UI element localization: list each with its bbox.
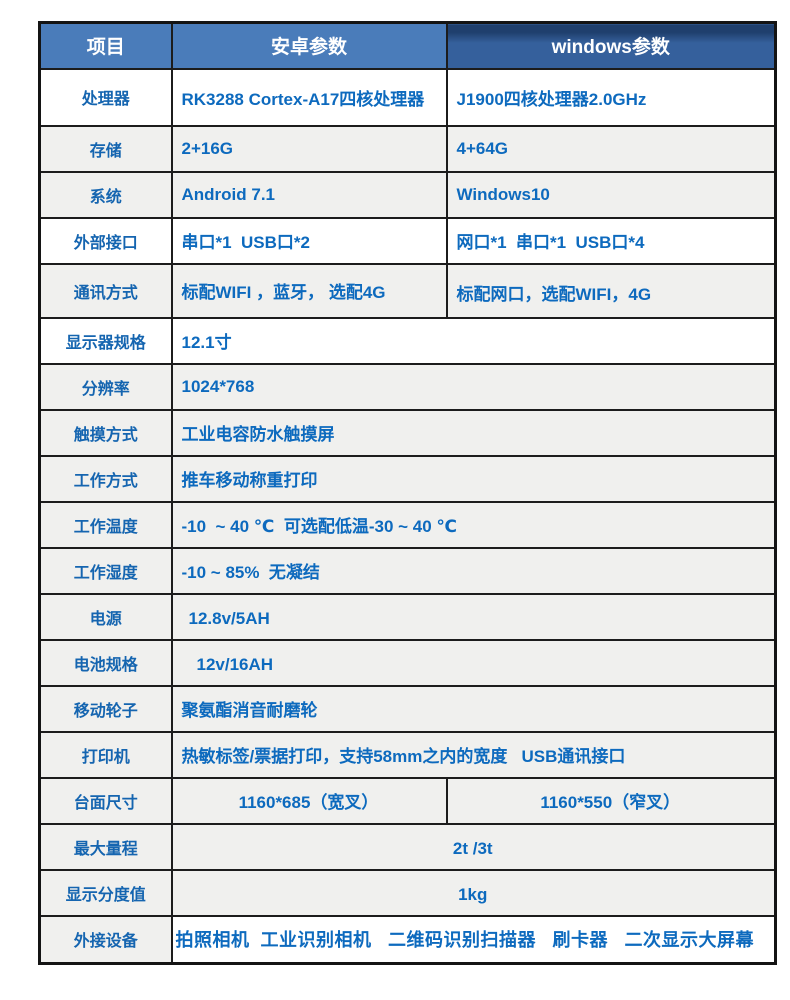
row-label: 触摸方式 [38, 408, 173, 457]
row-label: 工作温度 [38, 500, 173, 549]
row-label: 显示分度值 [38, 868, 173, 917]
header-cell-android: 安卓参数 [170, 21, 448, 70]
row-max-capacity: 最大量程 2t /3t [38, 822, 777, 871]
row-os: 系统 Android 7.1 Windows10 [38, 170, 777, 219]
windows-value: 1160*550（窄叉） [445, 776, 777, 825]
windows-value: J1900四核处理器2.0GHz [445, 67, 777, 127]
row-storage: 存储 2+16G 4+64G [38, 124, 777, 173]
row-wheels: 移动轮子 聚氨酯消音耐磨轮 [38, 684, 777, 733]
row-communication: 通讯方式 标配WIFI ，蓝牙， 选配4G 标配网口，选配WIFI，4G [38, 262, 777, 319]
merged-value: -10 ~ 40 ℃ 可选配低温-30 ~ 40 ℃ [170, 500, 777, 549]
row-label: 系统 [38, 170, 173, 219]
row-label: 打印机 [38, 730, 173, 779]
android-value: RK3288 Cortex-A17四核处理器 [170, 67, 448, 127]
merged-value: 推车移动称重打印 [170, 454, 777, 503]
row-working-humidity: 工作湿度 -10 ~ 85% 无凝结 [38, 546, 777, 595]
row-display-division: 显示分度值 1kg [38, 868, 777, 917]
merged-value: 12.1寸 [170, 316, 777, 365]
merged-value: 12.8v/5AH [170, 592, 777, 641]
merged-value: 1kg [170, 868, 777, 917]
windows-value: 标配网口，选配WIFI，4G [445, 262, 777, 319]
spec-table: 项目 安卓参数 windows参数 处理器 RK3288 Cortex-A17四… [38, 21, 777, 965]
row-working-temperature: 工作温度 -10 ~ 40 ℃ 可选配低温-30 ~ 40 ℃ [38, 500, 777, 549]
row-display-size: 显示器规格 12.1寸 [38, 316, 777, 365]
android-value: 标配WIFI ，蓝牙， 选配4G [170, 262, 448, 319]
android-value: 2+16G [170, 124, 448, 173]
windows-value: 4+64G [445, 124, 777, 173]
row-label: 电池规格 [38, 638, 173, 687]
row-label: 分辨率 [38, 362, 173, 411]
row-peripherals: 外接设备 拍照相机 工业识别相机 二维码识别扫描器 刷卡器 二次显示大屏幕 [38, 914, 777, 965]
windows-value: Windows10 [445, 170, 777, 219]
header-cell-item: 项目 [38, 21, 173, 70]
row-label: 显示器规格 [38, 316, 173, 365]
row-label: 外接设备 [38, 914, 173, 965]
android-value: Android 7.1 [170, 170, 448, 219]
row-working-mode: 工作方式 推车移动称重打印 [38, 454, 777, 503]
merged-value: 12v/16AH [170, 638, 777, 687]
row-label: 移动轮子 [38, 684, 173, 733]
row-label: 台面尺寸 [38, 776, 173, 825]
row-touch-type: 触摸方式 工业电容防水触摸屏 [38, 408, 777, 457]
windows-value: 网口*1 串口*1 USB口*4 [445, 216, 777, 265]
row-label: 外部接口 [38, 216, 173, 265]
row-label: 工作方式 [38, 454, 173, 503]
row-label: 电源 [38, 592, 173, 641]
row-platform-size: 台面尺寸 1160*685（宽叉） 1160*550（窄叉） [38, 776, 777, 825]
merged-value: 1024*768 [170, 362, 777, 411]
merged-value: 热敏标签/票据打印，支持58mm之内的宽度 USB通讯接口 [170, 730, 777, 779]
row-external-ports: 外部接口 串口*1 USB口*2 网口*1 串口*1 USB口*4 [38, 216, 777, 265]
merged-value: 聚氨酯消音耐磨轮 [170, 684, 777, 733]
android-value: 1160*685（宽叉） [170, 776, 448, 825]
android-value: 串口*1 USB口*2 [170, 216, 448, 265]
row-power: 电源 12.8v/5AH [38, 592, 777, 641]
merged-value: 拍照相机 工业识别相机 二维码识别扫描器 刷卡器 二次显示大屏幕 [170, 914, 777, 965]
row-label: 存储 [38, 124, 173, 173]
merged-value: -10 ~ 85% 无凝结 [170, 546, 777, 595]
row-resolution: 分辨率 1024*768 [38, 362, 777, 411]
row-processor: 处理器 RK3288 Cortex-A17四核处理器 J1900四核处理器2.0… [38, 67, 777, 127]
row-label: 工作湿度 [38, 546, 173, 595]
merged-value: 工业电容防水触摸屏 [170, 408, 777, 457]
row-printer: 打印机 热敏标签/票据打印，支持58mm之内的宽度 USB通讯接口 [38, 730, 777, 779]
header-row: 项目 安卓参数 windows参数 [38, 21, 777, 70]
row-label: 处理器 [38, 67, 173, 127]
merged-value: 2t /3t [170, 822, 777, 871]
header-cell-windows: windows参数 [445, 21, 777, 70]
row-label: 最大量程 [38, 822, 173, 871]
row-label: 通讯方式 [38, 262, 173, 319]
row-battery: 电池规格 12v/16AH [38, 638, 777, 687]
